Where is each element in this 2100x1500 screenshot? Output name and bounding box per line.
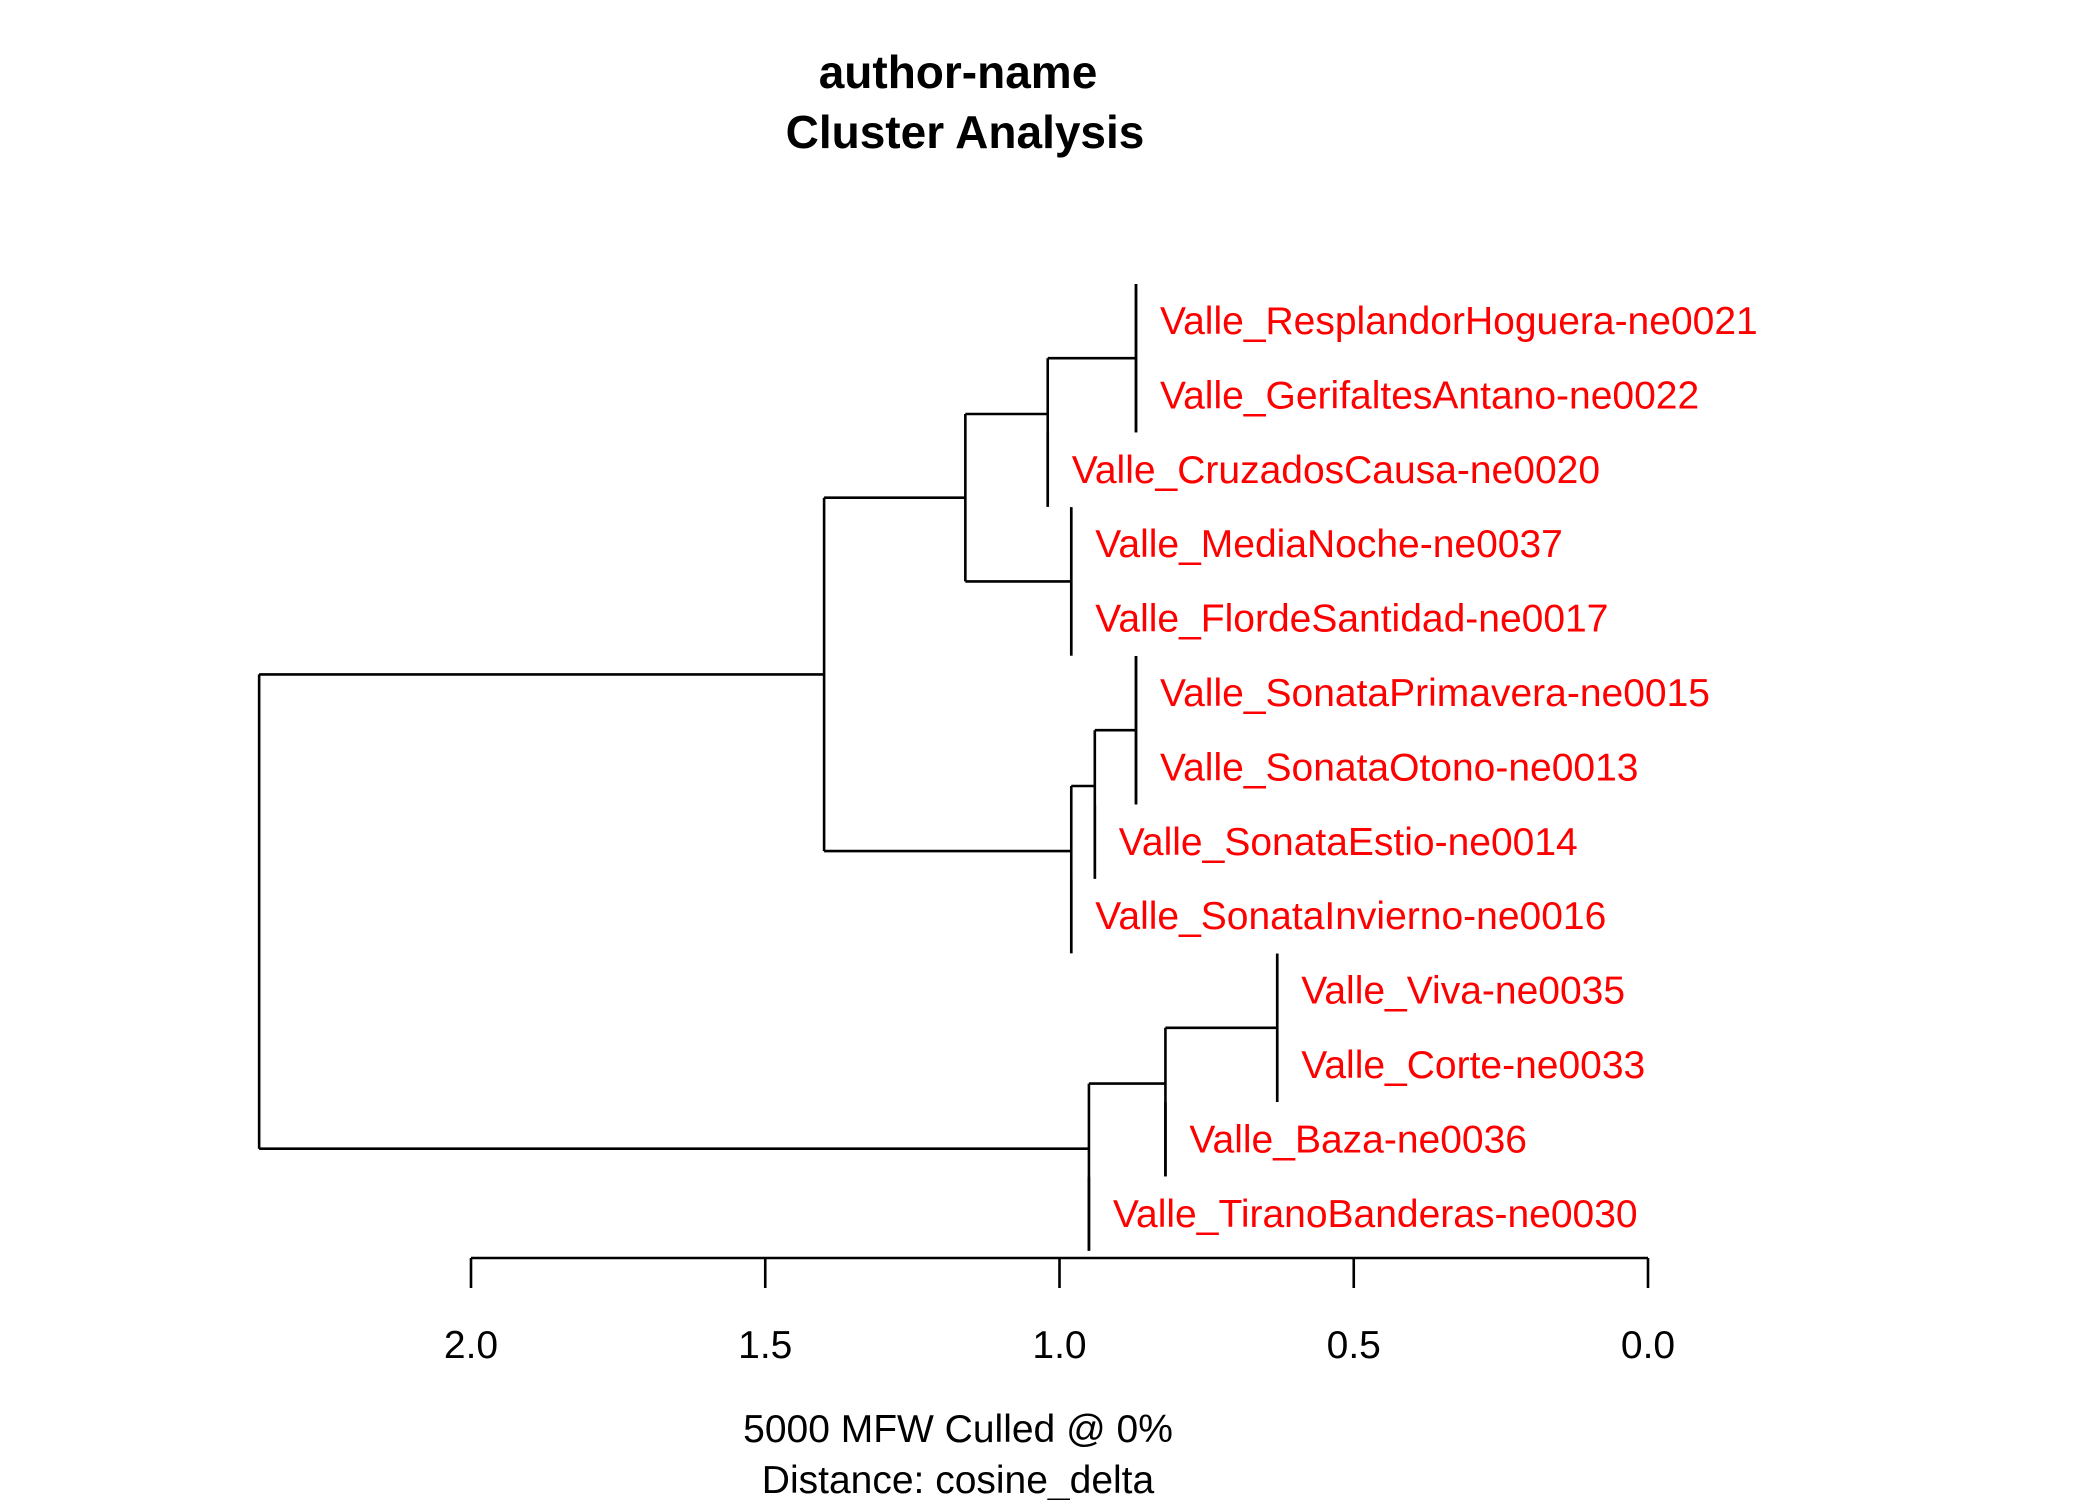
chart-title-line-1: author-name <box>819 46 1098 98</box>
leaf-label: Valle_Corte-ne0033 <box>1301 1044 1645 1087</box>
x-axis-tick-label: 0.0 <box>1621 1324 1675 1367</box>
leaf-label: Valle_SonataPrimavera-ne0015 <box>1160 672 1710 715</box>
x-axis-tick-label: 1.5 <box>738 1324 792 1367</box>
leaf-label: Valle_MediaNoche-ne0037 <box>1095 523 1563 566</box>
leaf-label: Valle_SonataOtono-ne0013 <box>1160 746 1639 789</box>
leaf-label: Valle_TiranoBanderas-ne0030 <box>1113 1193 1638 1236</box>
x-axis: 2.0 1.5 1.0 0.5 0.0 <box>444 1256 1675 1367</box>
dendrogram-branches <box>257 284 1279 1251</box>
subtitle-mfw: 5000 MFW Culled @ 0% <box>743 1408 1173 1451</box>
subtitle-distance: Distance: cosine_delta <box>762 1459 1155 1500</box>
leaf-label: Valle_SonataEstio-ne0014 <box>1119 821 1578 864</box>
x-axis-tick-label: 2.0 <box>444 1324 498 1367</box>
leaf-label: Valle_CruzadosCausa-ne0020 <box>1072 449 1600 492</box>
x-axis-tick-label: 0.5 <box>1327 1324 1381 1367</box>
leaf-label: Valle_SonataInvierno-ne0016 <box>1095 895 1606 938</box>
leaf-labels: Valle_ResplandorHoguera-ne0021 Valle_Geri… <box>1072 300 1758 1236</box>
leaf-label: Valle_Viva-ne0035 <box>1301 970 1625 1013</box>
leaf-label: Valle_FlordeSantidad-ne0017 <box>1095 598 1608 641</box>
leaf-label: Valle_ResplandorHoguera-ne0021 <box>1160 300 1758 343</box>
chart-title-line-2: Cluster Analysis <box>786 106 1145 158</box>
x-axis-tick-label: 1.0 <box>1032 1324 1086 1367</box>
leaf-label: Valle_GerifaltesAntano-ne0022 <box>1160 374 1699 417</box>
leaf-label: Valle_Baza-ne0036 <box>1189 1118 1527 1161</box>
